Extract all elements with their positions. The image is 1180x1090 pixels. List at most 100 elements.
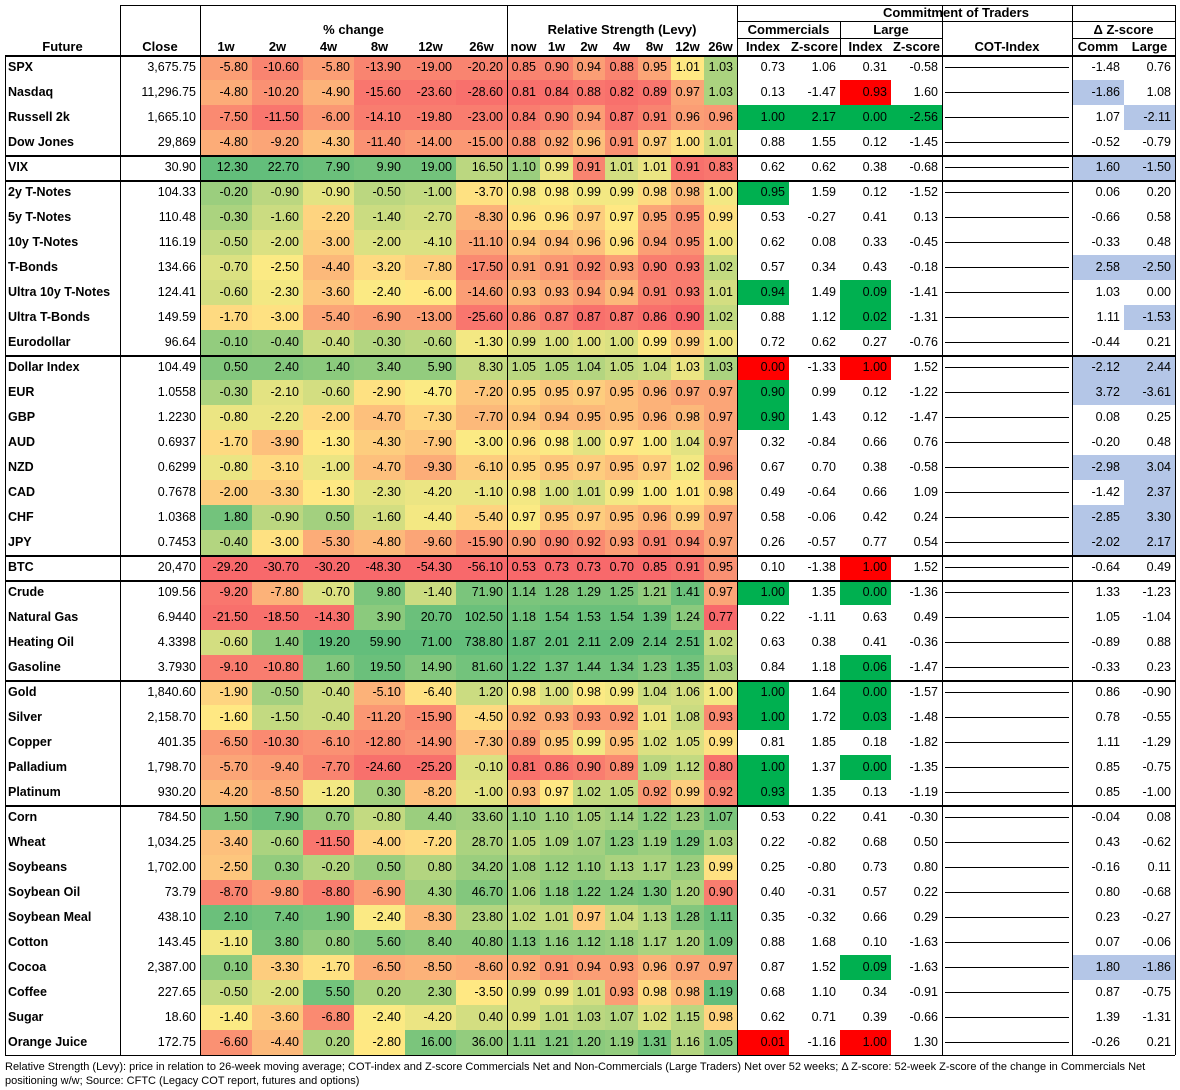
cell: 0.33: [862, 235, 887, 249]
cell: 0.96: [704, 105, 737, 130]
cell: 104.49: [157, 360, 196, 374]
cell: 0.95: [540, 730, 573, 755]
cell: -1.90: [200, 680, 252, 705]
sparkline: [945, 942, 1069, 943]
cell: 0.94: [573, 55, 605, 80]
cell: -0.52: [1091, 135, 1121, 149]
cell: 0.80: [913, 860, 938, 874]
cell: -2.56: [891, 105, 942, 130]
cell: 1.33: [1095, 585, 1120, 599]
cell: 5.50: [303, 980, 354, 1005]
cell: -4.10: [405, 230, 456, 255]
cell: -6.00: [405, 280, 456, 305]
sparkline: [945, 517, 1069, 518]
cell: 1.43: [811, 410, 836, 424]
cell: 0.97: [573, 455, 605, 480]
cell: 71.00: [405, 630, 456, 655]
cell: 0.92: [638, 780, 671, 805]
cell: 1.17: [638, 930, 671, 955]
cell: 5.60: [354, 930, 405, 955]
cell: 0.97: [671, 80, 704, 105]
cell: -1.63: [909, 935, 939, 949]
sparkline: [945, 167, 1069, 168]
cell: 0.68: [862, 835, 887, 849]
cell: -0.04: [1091, 810, 1121, 824]
cell: -1.23: [1142, 585, 1172, 599]
sparkline: [945, 742, 1069, 743]
cell: 0.99: [573, 730, 605, 755]
cell: -29.20: [200, 555, 252, 580]
cell: 0.87: [1095, 985, 1120, 999]
cell: 1.05: [573, 805, 605, 830]
cell: 0.90: [737, 380, 789, 405]
cell: -0.50: [354, 180, 405, 205]
future-name: Dollar Index: [8, 360, 80, 374]
cell: -1.00: [303, 455, 354, 480]
cell: 1.24: [605, 880, 638, 905]
cell: -4.20: [405, 480, 456, 505]
cell: 12.30: [200, 155, 252, 180]
cell: -7.50: [200, 105, 252, 130]
sparkline: [945, 767, 1069, 768]
cell: 0.96: [671, 105, 704, 130]
cell: -1.33: [807, 360, 837, 374]
cell: -6.10: [303, 730, 354, 755]
cell: 1,840.60: [147, 685, 196, 699]
cell: -0.36: [909, 635, 939, 649]
cell: -7.30: [456, 730, 507, 755]
cell: -4.30: [354, 430, 405, 455]
cell: -0.40: [303, 705, 354, 730]
cell: 1.04: [573, 355, 605, 380]
cell: 0.6937: [157, 435, 196, 449]
cell: 1.19: [704, 980, 737, 1005]
cell: 0.86: [507, 305, 540, 330]
cell: 0.93: [605, 530, 638, 555]
cell: 0.95: [540, 380, 573, 405]
cell: 149.59: [157, 310, 196, 324]
cell: 1,665.10: [147, 110, 196, 124]
cell: 0.94: [671, 530, 704, 555]
cell: 1.55: [811, 135, 836, 149]
cell: 1.34: [605, 655, 638, 680]
cell: -1.38: [807, 560, 837, 574]
future-name: Natural Gas: [8, 610, 79, 624]
cell: 0.73: [573, 555, 605, 580]
cell: -0.90: [252, 505, 303, 530]
cell: -6.00: [303, 105, 354, 130]
cell: 16.50: [456, 155, 507, 180]
cell: -23.00: [456, 105, 507, 130]
column-header: 1w: [217, 39, 235, 54]
cell: -5.30: [303, 530, 354, 555]
cell: -1.60: [354, 505, 405, 530]
cell: 0.30: [354, 780, 405, 805]
cell: -0.40: [303, 330, 354, 355]
group-header: Δ Z-score: [1093, 22, 1154, 37]
cell: 14.90: [405, 655, 456, 680]
cell: -0.26: [1091, 1035, 1121, 1049]
cell: -1.60: [252, 205, 303, 230]
sparkline: [945, 367, 1069, 368]
cell: 1.12: [671, 755, 704, 780]
cell: 0.98: [573, 680, 605, 705]
cell: -0.76: [909, 335, 939, 349]
cell: 0.95: [605, 405, 638, 430]
cell: 1.20: [671, 880, 704, 905]
cell: 1.09: [704, 930, 737, 955]
cell: 0.12: [862, 385, 887, 399]
cell: 1.00: [704, 330, 737, 355]
cell: 0.67: [760, 460, 785, 474]
cell: 1.52: [811, 960, 836, 974]
cell: 0.97: [704, 580, 737, 605]
future-name: Sugar: [8, 1010, 44, 1024]
cell: 0.10: [862, 935, 887, 949]
future-name: VIX: [8, 160, 29, 174]
cell: -1.40: [354, 205, 405, 230]
cell: -0.32: [807, 910, 837, 924]
cell: -1.86: [1124, 955, 1175, 980]
cell: 0.40: [760, 885, 785, 899]
cell: 1.06: [811, 60, 836, 74]
cell: 0.27: [862, 335, 887, 349]
cell: -30.20: [303, 555, 354, 580]
cell: -0.20: [303, 855, 354, 880]
cell: 1.52: [913, 560, 938, 574]
